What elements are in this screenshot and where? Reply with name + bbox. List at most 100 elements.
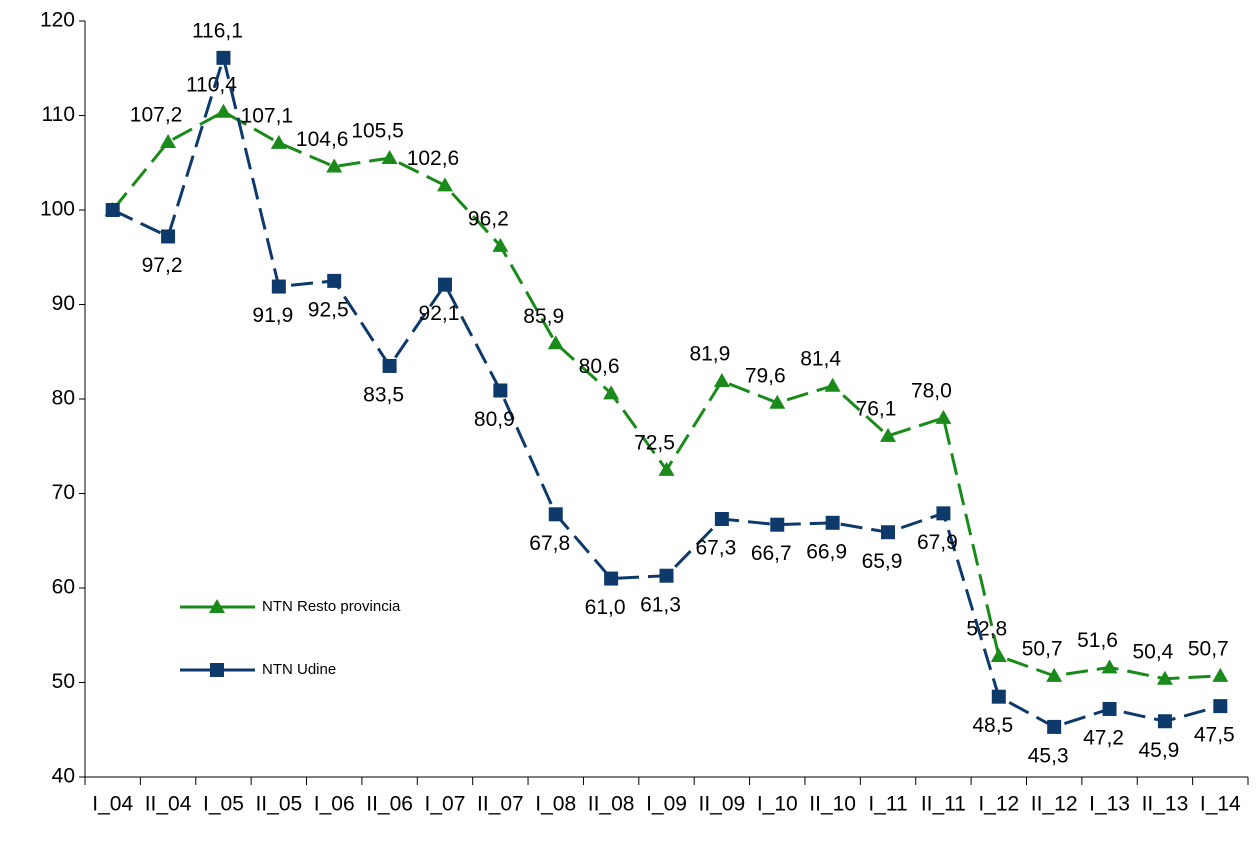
value-label: 97,2	[142, 254, 183, 277]
legend-marker	[210, 663, 224, 677]
x-tick-label: II_10	[809, 793, 856, 816]
point	[991, 689, 1006, 704]
point	[437, 277, 452, 292]
y-tick-label: 40	[52, 765, 75, 788]
x-tick-label: I_11	[868, 793, 907, 816]
value-label: 66,9	[806, 540, 847, 563]
point	[160, 133, 177, 148]
value-label: 102,6	[407, 147, 460, 170]
x-tick-label: I_10	[757, 793, 798, 816]
point	[1213, 699, 1228, 714]
point	[492, 237, 509, 252]
point	[881, 525, 896, 540]
legend-label: NTN Udine	[262, 661, 336, 678]
point	[659, 568, 674, 583]
point	[770, 517, 785, 532]
value-label: 85,9	[523, 305, 564, 328]
value-label: 50,7	[1188, 637, 1229, 660]
value-label: 110,4	[186, 73, 237, 96]
x-tick-label: II_04	[145, 793, 192, 816]
y-tick-label: 50	[52, 670, 75, 693]
value-label: 52,8	[966, 618, 1007, 641]
value-label: 78,0	[911, 379, 952, 402]
value-label: 96,2	[468, 207, 509, 230]
x-tick-label: II_06	[366, 793, 413, 816]
value-label: 80,9	[474, 408, 515, 431]
point	[880, 427, 897, 442]
value-label: 72,5	[634, 431, 675, 454]
point	[1047, 719, 1062, 734]
point	[825, 515, 840, 530]
value-label: 92,5	[308, 298, 349, 321]
point	[382, 358, 397, 373]
value-label: 104,6	[296, 128, 349, 151]
x-tick-label: II_09	[699, 793, 746, 816]
x-tick-label: II_08	[588, 793, 635, 816]
point	[547, 335, 564, 350]
value-label: 116,1	[192, 19, 243, 42]
point	[1046, 667, 1063, 682]
point	[105, 203, 120, 217]
point	[548, 507, 563, 522]
point	[270, 134, 287, 149]
x-tick-label: II_12	[1031, 793, 1078, 816]
point	[216, 50, 231, 65]
point	[935, 409, 952, 424]
x-tick-label: II_07	[477, 793, 524, 816]
value-label: 67,8	[529, 532, 570, 555]
point	[1157, 714, 1172, 729]
value-label: 91,9	[252, 304, 293, 327]
value-label: 67,3	[695, 537, 736, 560]
value-label: 50,7	[1022, 637, 1063, 660]
point	[713, 373, 730, 388]
value-label: 45,3	[1028, 744, 1069, 767]
value-label: 61,0	[585, 596, 626, 619]
value-label: 47,2	[1083, 727, 1124, 750]
value-label: 48,5	[972, 714, 1013, 737]
point	[381, 150, 398, 165]
point	[824, 377, 841, 392]
point	[658, 461, 675, 476]
point	[271, 279, 286, 294]
y-tick-label: 60	[52, 576, 75, 599]
value-label: 47,5	[1194, 724, 1235, 747]
value-label: 81,4	[800, 347, 841, 370]
legend-marker	[209, 599, 225, 613]
y-tick-label: 100	[40, 198, 75, 221]
x-tick-label: I_04	[92, 793, 133, 816]
point	[215, 103, 232, 118]
y-tick-label: 110	[42, 103, 75, 126]
point	[990, 648, 1007, 663]
point	[327, 273, 342, 288]
value-label: 81,9	[689, 343, 730, 366]
x-tick-label: I_07	[425, 793, 466, 816]
x-tick-label: I_13	[1089, 793, 1130, 816]
value-label: 107,1	[241, 104, 294, 127]
point	[1101, 659, 1118, 674]
series-line	[112, 52, 1221, 729]
point	[603, 385, 620, 400]
point	[936, 506, 951, 521]
point	[1156, 670, 1173, 685]
value-label: 92,1	[419, 302, 460, 325]
value-label: 66,7	[751, 542, 792, 565]
point	[436, 177, 453, 192]
y-tick-label: 70	[52, 481, 75, 504]
value-label: 76,1	[856, 397, 897, 420]
x-tick-label: I_12	[978, 793, 1019, 816]
x-tick-label: I_09	[646, 793, 687, 816]
y-tick-label: 90	[52, 292, 75, 315]
value-label: 83,5	[363, 383, 404, 406]
x-tick-label: II_05	[255, 793, 302, 816]
value-label: 45,9	[1138, 739, 1179, 762]
point	[714, 512, 729, 527]
y-tick-label: 120	[40, 9, 75, 32]
point	[604, 571, 619, 586]
x-tick-label: I_14	[1200, 793, 1241, 816]
value-label: 51,6	[1077, 629, 1118, 652]
x-tick-label: I_05	[203, 793, 244, 816]
point	[769, 394, 786, 409]
point	[326, 158, 343, 173]
value-label: 105,5	[351, 120, 404, 143]
